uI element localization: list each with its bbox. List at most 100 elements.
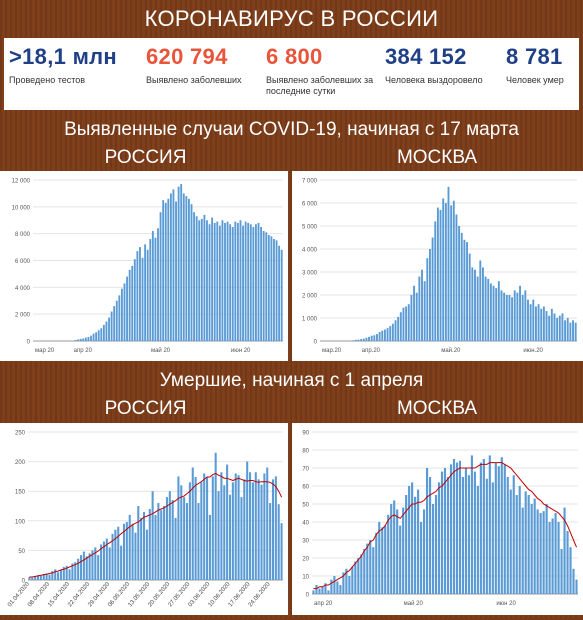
section1-title: Выявленные случаи COVID-19, начиная с 17… xyxy=(64,119,519,140)
bar xyxy=(211,476,214,580)
bar xyxy=(128,514,131,580)
bar xyxy=(175,201,177,341)
stat-cases: 620 794 Выявлено заболевших xyxy=(146,44,261,86)
bar xyxy=(566,318,569,341)
bar xyxy=(442,198,445,341)
bar xyxy=(434,495,438,594)
bar xyxy=(231,482,234,580)
bar xyxy=(397,316,400,341)
bar xyxy=(239,220,242,341)
bar xyxy=(265,232,268,341)
bar xyxy=(122,523,126,580)
bar xyxy=(185,196,188,341)
bar xyxy=(118,295,121,341)
stat-value: 384 152 xyxy=(385,44,467,69)
bar xyxy=(399,525,402,594)
y-tick-label: 1 000 xyxy=(302,317,318,323)
y-tick-label: 2 000 xyxy=(302,294,318,300)
bar xyxy=(231,226,234,341)
bar xyxy=(267,235,270,341)
stat-label: Проведено тестов xyxy=(9,75,86,85)
bar xyxy=(165,497,168,580)
bar xyxy=(378,332,381,341)
stat-value: >18,1 млн xyxy=(9,44,118,69)
bar xyxy=(391,323,394,341)
bar xyxy=(330,579,333,594)
stat-label: Человек умер xyxy=(506,75,564,85)
bar xyxy=(372,547,375,594)
stat-tests: >18,1 млн Проведено тестов xyxy=(9,44,134,86)
bar xyxy=(468,253,471,341)
bar xyxy=(82,338,85,341)
bar xyxy=(563,507,566,594)
bar xyxy=(117,526,120,580)
bar xyxy=(162,200,165,341)
bar xyxy=(266,467,269,580)
bar xyxy=(436,207,439,341)
bar xyxy=(536,509,539,594)
bar xyxy=(94,547,97,580)
bar xyxy=(527,495,530,594)
bar xyxy=(277,504,280,580)
bar xyxy=(428,477,432,594)
bar xyxy=(208,224,211,341)
bar xyxy=(402,307,405,341)
chart-cases-moscow: 0 1 000 2 000 3 000 4 000 5 000 6 000 7 000 мар.… xyxy=(302,179,577,354)
bar xyxy=(262,230,265,341)
bar xyxy=(509,489,512,594)
bar xyxy=(191,467,194,580)
bar xyxy=(260,484,263,580)
bar xyxy=(420,522,423,594)
bar xyxy=(452,200,455,341)
bar xyxy=(417,489,420,594)
bar xyxy=(466,242,469,341)
bar xyxy=(203,473,206,580)
bar xyxy=(513,290,516,341)
bar xyxy=(115,300,118,341)
bar xyxy=(389,326,392,341)
trend-line xyxy=(313,462,577,590)
section1-left-title: РОССИЯ xyxy=(104,147,187,168)
bar xyxy=(31,577,34,580)
bar xyxy=(174,517,177,580)
bar xyxy=(348,576,351,594)
bar xyxy=(144,244,147,341)
bar xyxy=(418,276,421,341)
bar xyxy=(366,543,369,594)
bar xyxy=(452,459,456,594)
bar xyxy=(423,281,426,341)
bar xyxy=(464,468,467,594)
bar xyxy=(168,491,171,580)
bar xyxy=(312,590,315,594)
bar xyxy=(87,336,90,341)
bar xyxy=(569,322,572,341)
bar xyxy=(463,239,466,341)
bar xyxy=(421,269,423,341)
y-tick-label: 0 xyxy=(27,340,31,346)
bar xyxy=(476,276,479,341)
bar xyxy=(368,336,370,341)
bar xyxy=(88,553,91,580)
bar xyxy=(57,572,60,580)
bar xyxy=(437,482,441,594)
bar xyxy=(59,569,62,580)
chart-deaths-russia: 05010015020025001.04.202008.04.202015.04… xyxy=(7,431,283,608)
bar xyxy=(257,479,260,580)
bar xyxy=(390,504,393,594)
bar xyxy=(370,335,373,341)
bar xyxy=(508,295,511,341)
bar xyxy=(228,494,232,580)
bar xyxy=(410,295,413,341)
bar xyxy=(491,482,494,594)
y-tick-label: 10 000 xyxy=(12,205,31,211)
bar xyxy=(515,495,518,594)
bar xyxy=(434,221,437,341)
bar xyxy=(396,509,399,594)
bar xyxy=(172,189,175,341)
bar xyxy=(505,295,508,341)
bar xyxy=(566,531,569,594)
bar xyxy=(440,471,444,594)
y-tick-label: 6 000 xyxy=(302,202,318,208)
bar xyxy=(516,292,519,341)
bar xyxy=(194,476,197,580)
